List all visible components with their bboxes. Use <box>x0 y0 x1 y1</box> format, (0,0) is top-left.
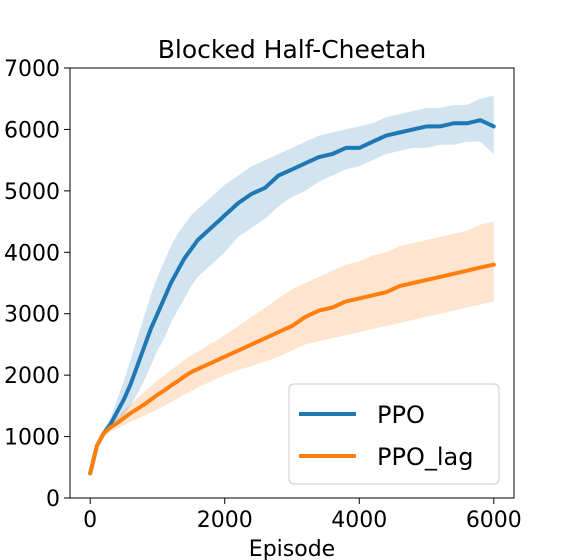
chart-title: Blocked Half-Cheetah <box>158 35 426 64</box>
legend-box <box>288 383 500 485</box>
y-tick-label: 5000 <box>4 180 60 205</box>
y-tick-label: 6000 <box>4 118 60 143</box>
y-tick-label: 3000 <box>4 303 60 328</box>
x-tick-label: 0 <box>83 508 97 533</box>
x-tick-label: 6000 <box>466 508 522 533</box>
x-tick-label: 2000 <box>197 508 253 533</box>
x-tick-label: 4000 <box>331 508 387 533</box>
y-tick-label: 4000 <box>4 241 60 266</box>
ppo-legend-label: PPO <box>377 401 425 429</box>
x-axis: 0 2000 4000 6000 <box>83 498 522 533</box>
plot-frame <box>69 67 515 499</box>
y-tick-label: 7000 <box>4 57 60 82</box>
ppo-lag-line <box>88 262 496 476</box>
ppo-lag-legend-label: PPO_lag <box>377 443 473 471</box>
x-axis-label: Episode <box>249 537 335 560</box>
y-tick-label: 0 <box>46 487 60 512</box>
y-tick-label: 1000 <box>4 426 60 451</box>
y-tick-label: 2000 <box>4 364 60 389</box>
ppo-lag-confidence-band <box>90 221 494 475</box>
legend: PPO PPO_lag <box>288 383 500 485</box>
series-lines <box>88 118 496 476</box>
y-axis: 0 1000 2000 3000 4000 5000 6000 7000 <box>4 57 70 512</box>
ppo-line <box>88 118 496 476</box>
